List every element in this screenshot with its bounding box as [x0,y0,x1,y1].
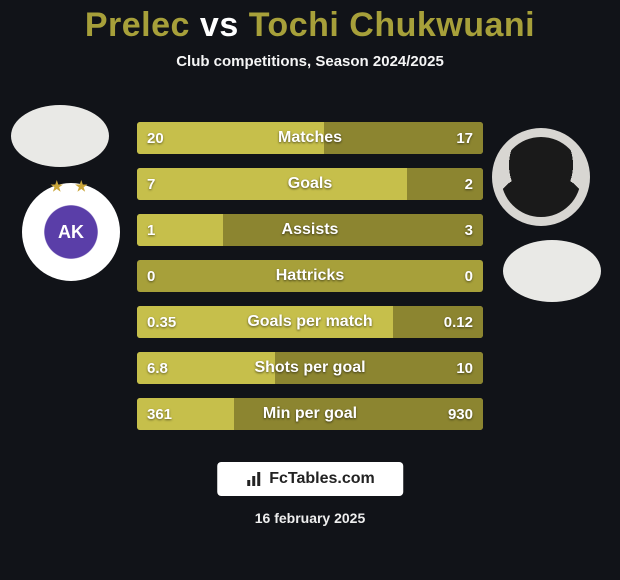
player-silhouette-icon [501,137,581,217]
stat-row: 0.350.12Goals per match [137,306,483,338]
stat-row: 00Hattricks [137,260,483,292]
stat-row: 13Assists [137,214,483,246]
comparison-chart: 2017Matches 72Goals 13Assists 00Hattricks 0.… [137,122,483,444]
stat-label: Assists [137,214,483,246]
player1-photo-placeholder [11,105,109,167]
site-logo: FcTables.com [217,462,403,496]
chart-icon [245,470,263,488]
vs-text: vs [200,6,239,44]
club-badge-icon: AK [35,196,107,268]
stat-label: Shots per goal [137,352,483,384]
page-title: Prelec vs Tochi Chukwuani [0,0,620,45]
stat-row: 361930Min per goal [137,398,483,430]
club-initials: AK [58,222,84,243]
stat-row: 2017Matches [137,122,483,154]
player2-photo [492,128,590,226]
stat-label: Goals [137,168,483,200]
stat-label: Goals per match [137,306,483,338]
stat-label: Matches [137,122,483,154]
stat-label: Hattricks [137,260,483,292]
logo-text: FcTables.com [269,470,375,488]
stat-label: Min per goal [137,398,483,430]
stat-row: 6.810Shots per goal [137,352,483,384]
footer-date: 16 february 2025 [0,510,620,526]
player1-club-badge: AK [22,183,120,281]
subtitle: Club competitions, Season 2024/2025 [0,53,620,70]
player2-name: Tochi Chukwuani [249,6,535,44]
player2-club-badge-placeholder [503,240,601,302]
stat-row: 72Goals [137,168,483,200]
player1-name: Prelec [85,6,190,44]
